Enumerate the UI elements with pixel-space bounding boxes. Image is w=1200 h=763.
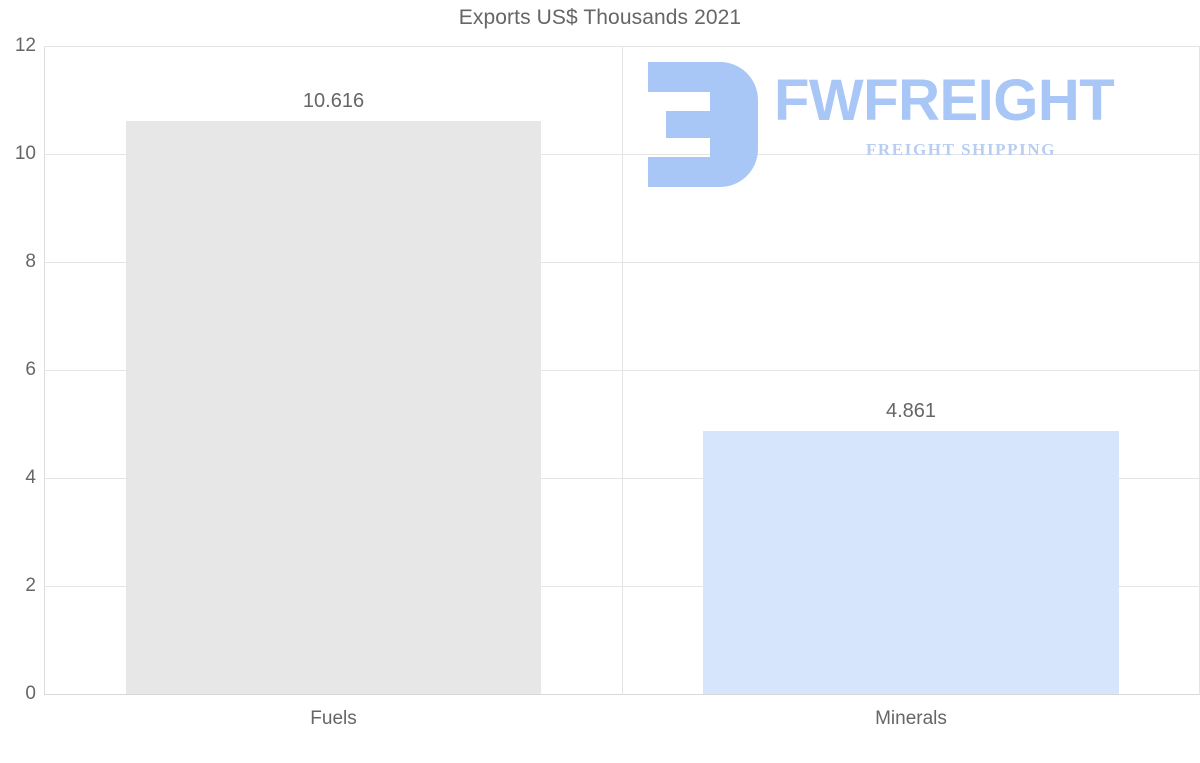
y-tick-label: 0: [25, 683, 36, 704]
y-tick-label: 4: [25, 467, 36, 488]
category-gridline-1: [622, 46, 623, 695]
y-tick-label: 10: [14, 143, 36, 164]
y-tick-label: 2: [25, 575, 36, 596]
x-tick-label-minerals: Minerals: [875, 708, 947, 729]
bar-minerals[interactable]: [703, 431, 1119, 694]
bar-value-label-fuels: 10.616: [302, 90, 365, 112]
bar-value-label-minerals: 4.861: [885, 400, 937, 422]
x-tick-label-fuels: Fuels: [310, 708, 357, 729]
y-tick-label: 8: [25, 251, 36, 272]
y-axis-tick-labels: 12 10 8 6 4 2 0: [0, 0, 36, 763]
y-tick-label: 6: [25, 359, 36, 380]
chart-title: Exports US$ Thousands 2021: [458, 6, 742, 29]
bar-fuels[interactable]: [126, 121, 541, 694]
bars-layer: [44, 46, 1200, 694]
y-tick-label: 12: [14, 35, 36, 56]
